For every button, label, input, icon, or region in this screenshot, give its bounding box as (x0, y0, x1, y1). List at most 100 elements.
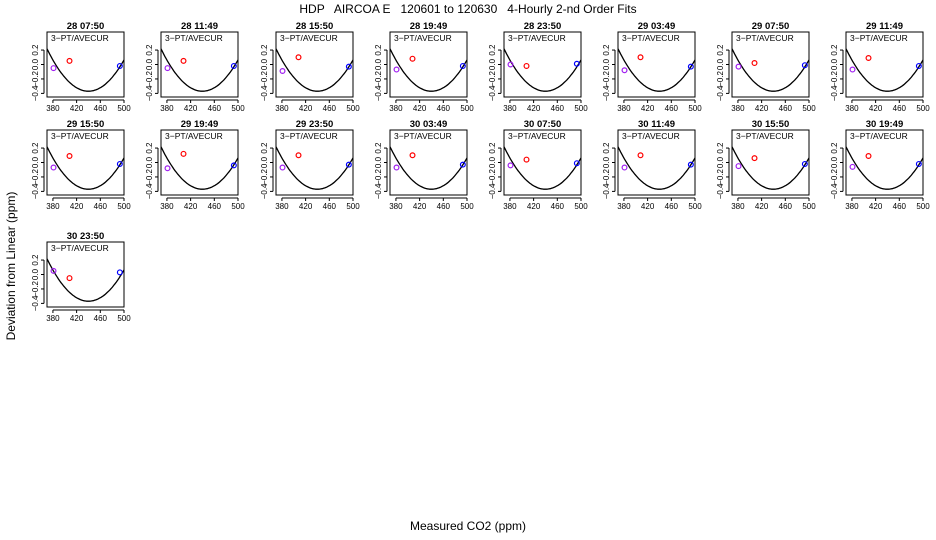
x-tick-label: 380 (617, 104, 631, 113)
panel-title: 29 03:49 (638, 21, 676, 32)
high-standard-point (687, 63, 694, 70)
y-tick-label: −0.2 (31, 70, 40, 86)
y-tick-label: −0.2 (31, 168, 40, 184)
high-standard-point (345, 161, 352, 168)
x-tick-label: 380 (46, 202, 60, 211)
panel-label: 3−PT/AVECUR (280, 33, 338, 43)
x-tick-label: 500 (574, 202, 588, 211)
y-tick-label: 0.0 (31, 156, 40, 168)
y-tick-label: 0.2 (31, 254, 40, 266)
panel-frame (845, 129, 924, 196)
panel-title: 28 11:49 (181, 21, 218, 32)
y-tick-label: −0.4 (830, 183, 839, 199)
x-tick-label: 500 (688, 202, 702, 211)
mid-standard-point (409, 152, 416, 159)
fit-curve (160, 146, 239, 190)
panel-label: 3−PT/AVECUR (51, 243, 109, 253)
panel-title: 29 23:50 (296, 119, 334, 130)
y-tick-label: −0.2 (716, 70, 725, 86)
panel-label: 3−PT/AVECUR (736, 131, 794, 141)
panel-label: 3−PT/AVECUR (280, 131, 338, 141)
y-tick-label: −0.2 (31, 280, 40, 296)
panel-title: 28 15:50 (296, 21, 334, 32)
mid-standard-point (180, 150, 187, 157)
mid-standard-point (66, 153, 73, 160)
panel-title: 30 15:50 (752, 119, 790, 130)
high-standard-point (230, 62, 237, 69)
high-standard-point (116, 62, 123, 69)
low-standard-point (279, 67, 286, 74)
x-tick-label: 460 (551, 202, 565, 211)
y-tick-label: −0.4 (830, 85, 839, 101)
y-tick-label: 0.0 (145, 156, 154, 168)
y-tick-label: 0.2 (145, 142, 154, 154)
mid-standard-point (409, 55, 416, 62)
x-tick-label: 500 (346, 202, 360, 211)
mid-standard-point (66, 57, 73, 64)
x-tick-label: 420 (70, 314, 84, 323)
panel-label: 3−PT/AVECUR (508, 131, 566, 141)
x-tick-label: 500 (346, 104, 360, 113)
fit-curve (845, 146, 924, 190)
y-tick-label: 0.0 (31, 268, 40, 280)
x-tick-label: 420 (755, 202, 769, 211)
x-tick-label: 420 (869, 104, 883, 113)
x-tick-label: 500 (231, 104, 245, 113)
panel-frame (275, 31, 354, 98)
high-standard-point (915, 62, 922, 69)
x-tick-label: 420 (70, 202, 84, 211)
panel-label: 3−PT/AVECUR (850, 131, 908, 141)
x-tick-label: 380 (275, 104, 289, 113)
mid-standard-point (751, 60, 758, 67)
high-standard-point (116, 269, 123, 276)
x-tick-label: 380 (503, 104, 517, 113)
fit-curve (389, 48, 468, 92)
low-standard-point (621, 164, 628, 171)
panel-label: 3−PT/AVECUR (736, 33, 794, 43)
y-tick-label: 0.0 (374, 156, 383, 168)
page-title: HDP AIRCOA E 120601 to 120630 4-Hourly 2… (299, 2, 637, 16)
y-tick-label: 0.0 (374, 58, 383, 70)
x-tick-label: 420 (527, 202, 541, 211)
panel-label: 3−PT/AVECUR (165, 131, 223, 141)
y-tick-label: 0.2 (830, 44, 839, 56)
fit-curve (275, 146, 354, 190)
panel-title: 30 19:49 (866, 119, 904, 130)
panel-frame (731, 129, 810, 196)
low-standard-point (164, 165, 171, 172)
y-tick-label: −0.2 (145, 70, 154, 86)
panel-title: 29 11:49 (866, 21, 903, 32)
high-standard-point (230, 162, 237, 169)
panel-frame (617, 129, 696, 196)
x-tick-label: 380 (160, 104, 174, 113)
high-standard-point (573, 160, 580, 167)
low-standard-point (50, 65, 57, 72)
y-tick-label: −0.2 (488, 168, 497, 184)
mid-standard-point (295, 152, 302, 159)
y-tick-label: −0.4 (145, 183, 154, 199)
mid-standard-point (295, 54, 302, 61)
x-tick-label: 380 (845, 104, 859, 113)
x-tick-label: 380 (389, 104, 403, 113)
high-standard-point (801, 62, 808, 69)
panel-frame (617, 31, 696, 98)
y-tick-label: 0.0 (145, 58, 154, 70)
x-tick-label: 420 (70, 104, 84, 113)
high-standard-point (687, 161, 694, 168)
x-tick-label: 420 (755, 104, 769, 113)
x-tick-label: 460 (665, 104, 679, 113)
fit-curve (731, 48, 810, 92)
y-tick-label: 0.2 (488, 44, 497, 56)
low-standard-point (164, 65, 171, 72)
x-tick-label: 460 (779, 202, 793, 211)
y-tick-label: 0.2 (830, 142, 839, 154)
